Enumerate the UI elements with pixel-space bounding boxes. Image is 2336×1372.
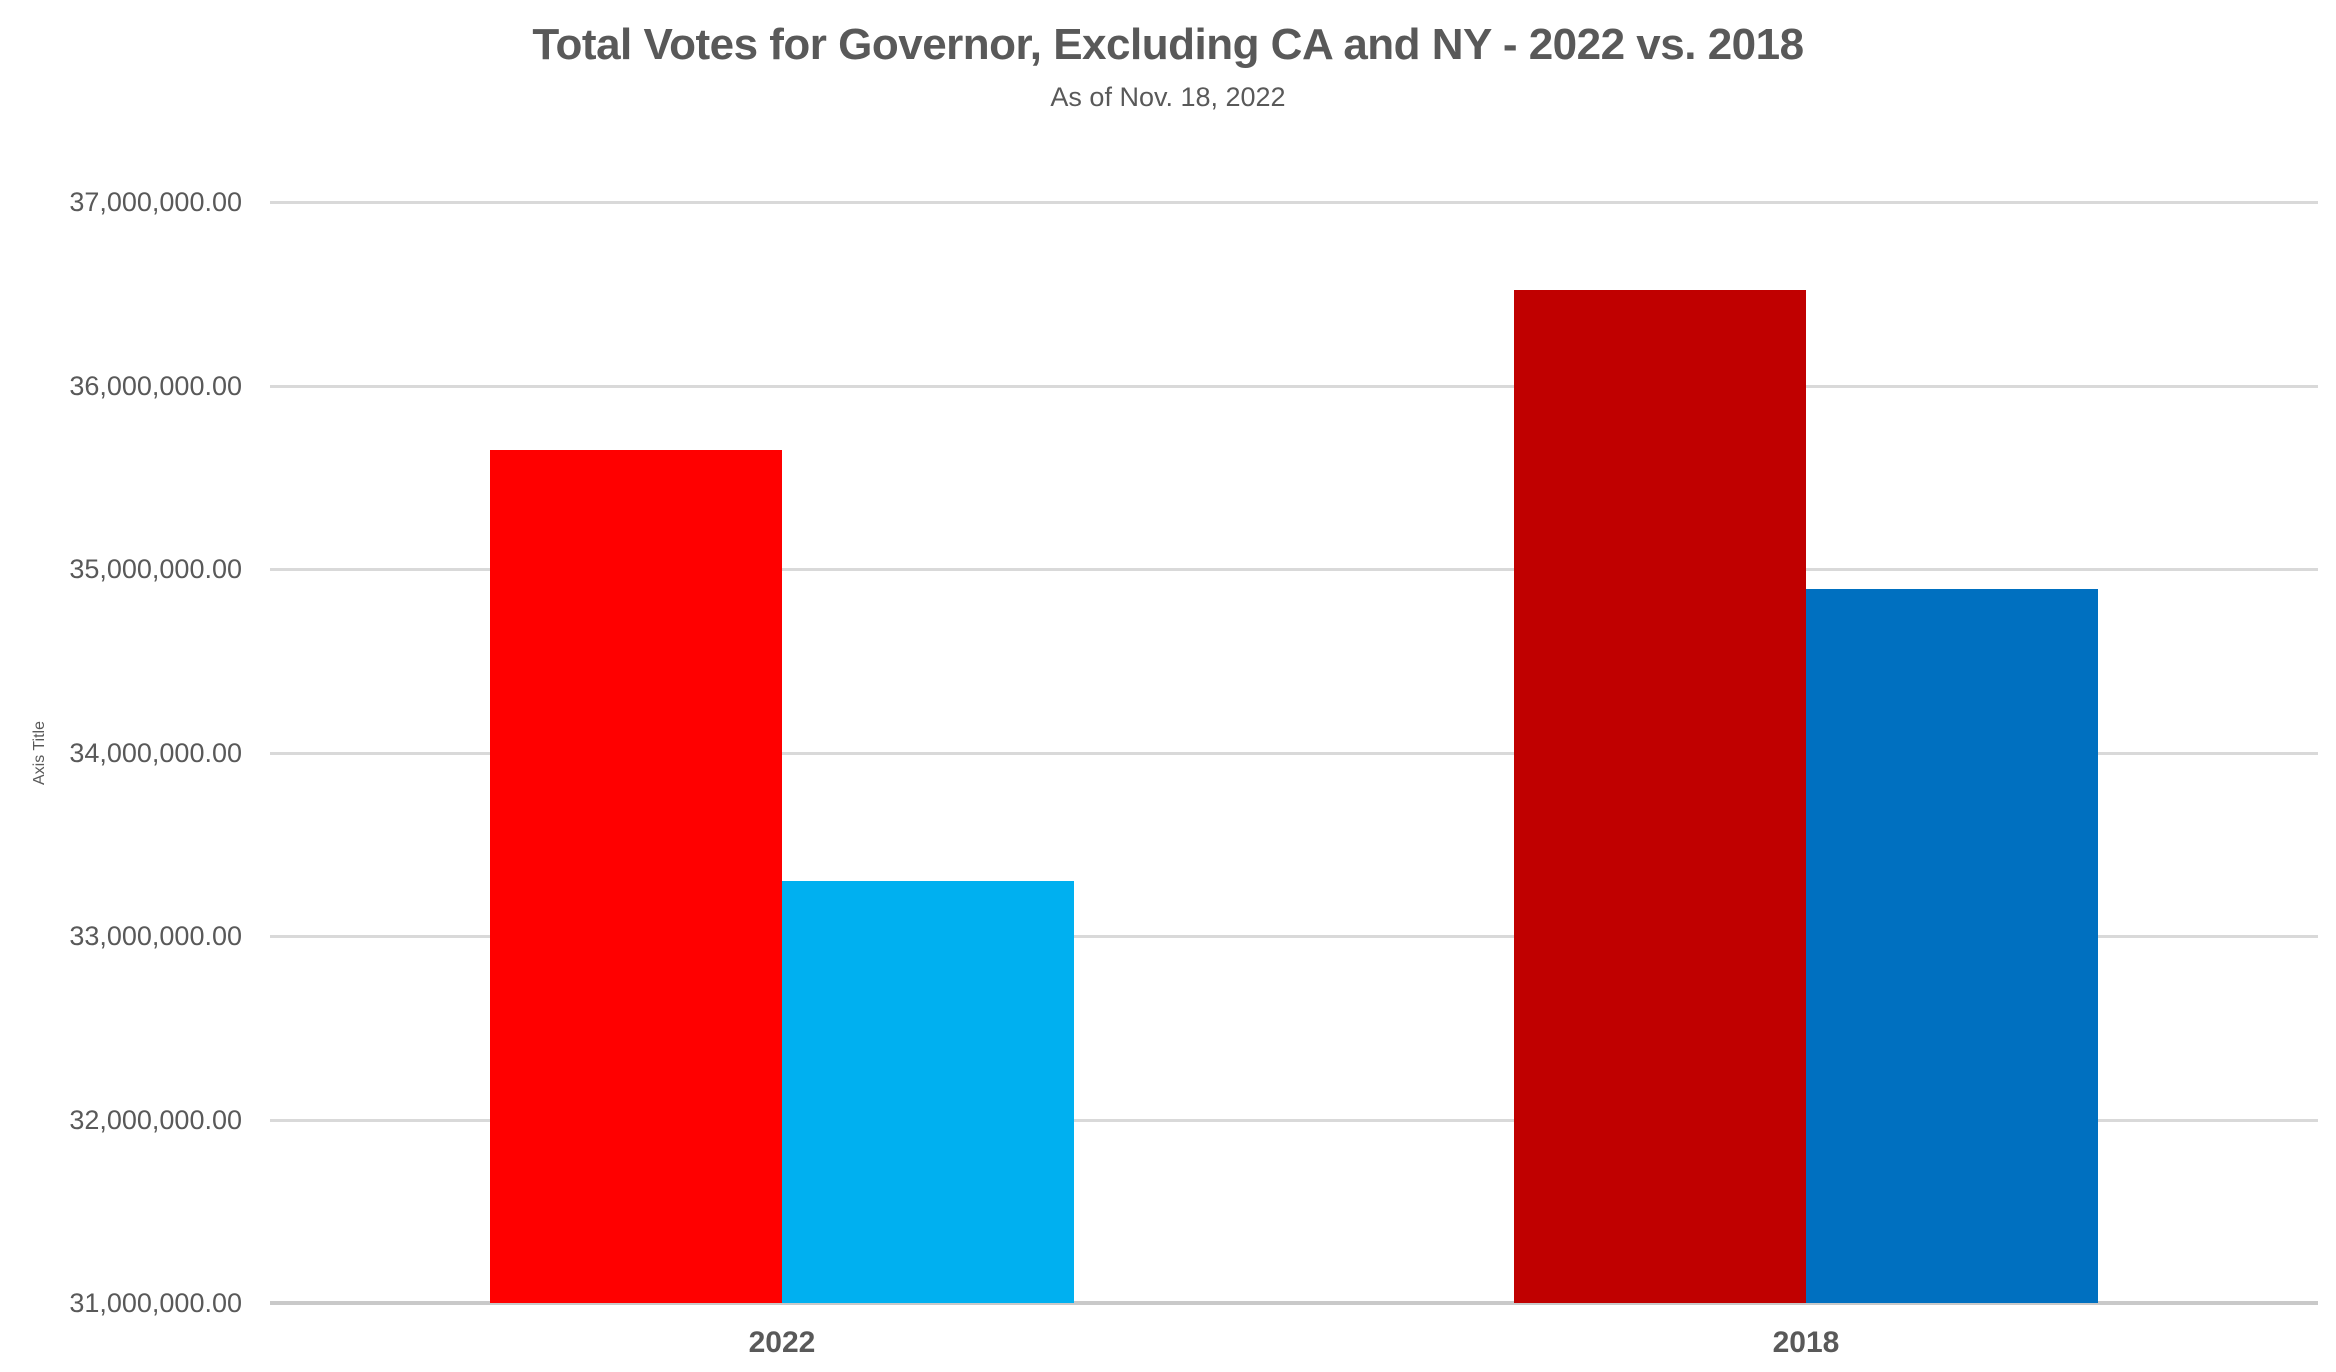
gridline — [270, 935, 2318, 938]
bar-2022-red — [490, 449, 782, 1303]
gridline — [270, 751, 2318, 755]
gridline — [270, 384, 2318, 388]
y-tick-label: 32,000,000.00 — [69, 1104, 242, 1135]
gridline — [270, 568, 2318, 571]
y-tick-label: 31,000,000.00 — [69, 1288, 242, 1318]
y-tick-label: 35,000,000.00 — [69, 554, 242, 584]
y-tick-label: 37,000,000.00 — [69, 187, 242, 217]
gridline — [270, 201, 2318, 204]
gridline — [270, 1118, 2318, 1122]
x-category-label: 2018 — [1772, 1326, 1840, 1359]
bar-2018-red — [1514, 290, 1806, 1303]
bar-2018-blue — [1806, 589, 2098, 1303]
chart-title: Total Votes for Governor, Excluding CA a… — [532, 20, 1804, 69]
x-category-label: 2022 — [748, 1326, 816, 1359]
x-axis-line — [270, 1301, 2318, 1305]
chart-subtitle: As of Nov. 18, 2022 — [1050, 82, 1286, 112]
y-tick-label: 33,000,000.00 — [69, 921, 242, 951]
y-tick-label: 34,000,000.00 — [69, 737, 242, 768]
y-tick-label: 36,000,000.00 — [69, 370, 242, 401]
bar-2022-blue — [782, 880, 1074, 1303]
